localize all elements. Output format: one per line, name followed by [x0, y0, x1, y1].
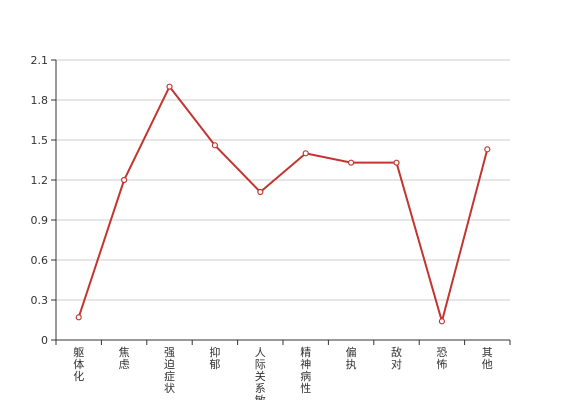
- data-point[interactable]: [393, 159, 400, 166]
- data-point[interactable]: [348, 159, 355, 166]
- x-tick-label: 敌对: [391, 345, 402, 371]
- x-tick-label-char: 抑: [209, 345, 220, 359]
- x-tick-label-char: 执: [346, 357, 357, 371]
- x-tick-label: 其他: [482, 346, 493, 371]
- x-tick-label-char: 其: [482, 346, 493, 359]
- x-tick-label-char: 怖: [436, 357, 447, 371]
- x-tick-label-char: 际: [255, 358, 266, 371]
- x-tick-label-char: 强: [164, 346, 175, 359]
- x-tick-label-char: 化: [73, 369, 84, 383]
- x-tick-label-char: 恐: [436, 346, 447, 359]
- data-point[interactable]: [120, 176, 128, 184]
- data-points: [75, 83, 491, 325]
- y-tick-label: 1.5: [31, 134, 49, 147]
- x-tick-label-char: 状: [164, 381, 175, 395]
- x-tick-label-char: 他: [482, 358, 493, 371]
- x-tick-label-char: 系: [255, 382, 266, 395]
- y-tick-label: 0.6: [31, 254, 49, 267]
- data-point[interactable]: [438, 318, 445, 325]
- y-tick-label: 0.3: [31, 294, 49, 307]
- x-tick-label-char: 精: [300, 346, 311, 359]
- data-point[interactable]: [211, 142, 218, 149]
- data-point[interactable]: [75, 314, 82, 321]
- y-tick-label: 0: [41, 334, 48, 347]
- y-tick-label: 0.9: [31, 214, 49, 227]
- x-tick-labels: 躯体化 焦虑 强迫症状 抑郁 人际关系敏感 精神病性 偏执 敌对 恐怖 其他: [73, 345, 493, 400]
- x-tick-label: 强迫症状: [164, 346, 175, 395]
- x-tick-label: 躯体化: [73, 346, 84, 383]
- x-tick-label-char: 偏: [346, 345, 357, 359]
- data-point[interactable]: [257, 188, 264, 196]
- x-tick-label-char: 躯: [73, 346, 84, 359]
- x-tick-label: 焦虑: [119, 346, 130, 371]
- axes: [51, 59, 511, 345]
- grid-lines: [56, 59, 510, 301]
- x-tick-label-char: 体: [73, 357, 84, 371]
- x-tick-label: 偏执: [346, 345, 357, 371]
- x-tick-label-char: 迫: [164, 357, 175, 371]
- x-tick-label-char: 虑: [119, 358, 130, 371]
- x-tick-label: 精神病性: [300, 346, 311, 395]
- y-tick-label: 1.2: [31, 174, 49, 187]
- x-tick-label-char: 人: [255, 346, 266, 359]
- x-tick-label-char: 焦: [119, 346, 130, 359]
- y-tick-labels: 0 0.3 0.6 0.9 1.2 1.5 1.8 2.1: [31, 54, 49, 347]
- x-tick-label: 恐怖: [436, 346, 447, 371]
- y-tick-label: 2.1: [31, 54, 49, 67]
- x-tick-label-char: 症: [164, 369, 175, 383]
- series-line-group: [77, 85, 489, 323]
- data-point[interactable]: [484, 146, 491, 153]
- x-tick-label-char: 性: [300, 381, 311, 395]
- series-line: [77, 85, 489, 323]
- x-tick-label-char: 病: [300, 369, 311, 383]
- x-tick-label-char: 对: [391, 357, 402, 371]
- x-tick-label-char: 神: [300, 357, 311, 371]
- x-tick-label: 抑郁: [209, 345, 220, 371]
- x-tick-label-char: 郁: [209, 357, 220, 371]
- x-tick-label-char: 关: [255, 369, 266, 383]
- x-tick-label: 人际关系敏感: [255, 346, 266, 400]
- x-tick-label-char: 敏: [255, 393, 266, 400]
- y-tick-label: 1.8: [31, 94, 49, 107]
- data-point[interactable]: [302, 150, 309, 157]
- data-point[interactable]: [166, 83, 173, 90]
- x-tick-label-char: 敌: [391, 345, 402, 359]
